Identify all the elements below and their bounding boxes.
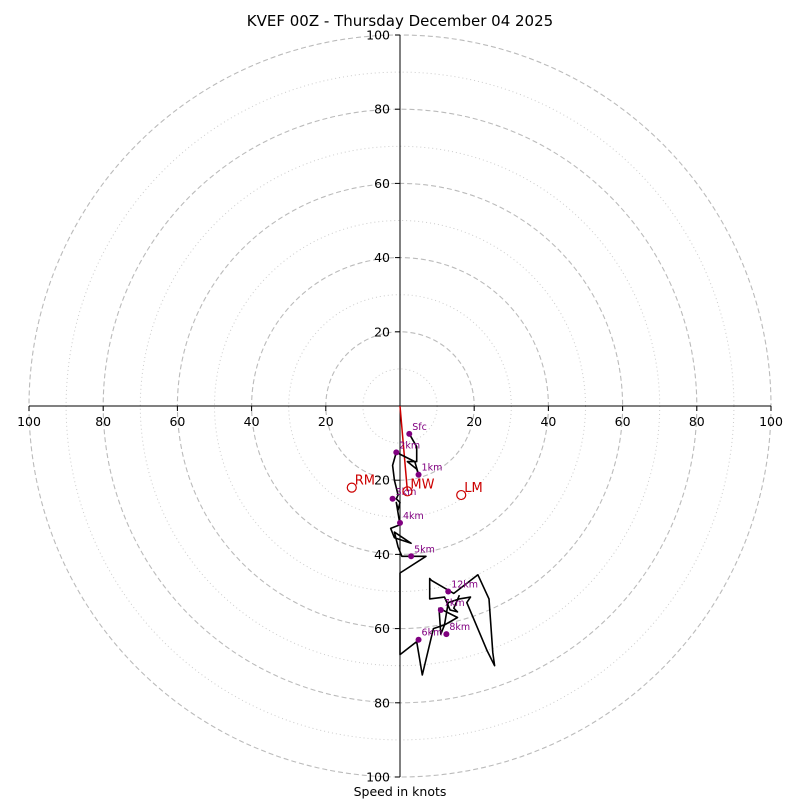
height-label-12km: 12km	[451, 580, 478, 591]
tick-labels: 100 80 60 40 20 20 40 60 80 100 100 80 60 40 20 20 40 60 8…	[17, 28, 783, 785]
x-tick-label: 60	[615, 414, 631, 429]
height-marker-2km	[393, 449, 400, 456]
shear-vector-line	[399, 405, 409, 492]
y-tick-label: 60	[374, 176, 390, 191]
height-label-8km: 8km	[449, 622, 470, 633]
y-tick-label: 80	[374, 695, 390, 710]
x-tick-label: 40	[244, 414, 260, 429]
y-tick-label: 20	[374, 473, 390, 488]
x-tick-label: 40	[540, 414, 556, 429]
height-marker-1km	[415, 471, 422, 478]
motion-marker-MW	[402, 486, 413, 497]
height-label-4km: 4km	[403, 511, 424, 522]
height-marker-4km	[397, 519, 403, 526]
height-label-7km: 7km	[444, 598, 465, 609]
y-tick-label: 20	[374, 324, 390, 339]
x-tick-label: 100	[759, 414, 783, 429]
height-label-Sfc: Sfc	[412, 422, 427, 433]
x-tick-label: 20	[466, 414, 482, 429]
height-marker-7km	[437, 607, 444, 614]
x-tick-label: 60	[169, 414, 185, 429]
y-tick-label: 100	[366, 28, 390, 43]
height-label-5km: 5km	[414, 544, 435, 555]
height-marker-3km	[389, 495, 396, 502]
height-marker-5km	[408, 553, 415, 560]
motion-label-RM: RM	[355, 474, 375, 489]
height-marker-6km	[415, 636, 422, 643]
chart-title: KVEF 00Z - Thursday December 04 2025	[247, 12, 553, 30]
height-marker-8km	[443, 631, 450, 638]
height-label-3km: 3km	[396, 487, 417, 498]
height-markers: Sfc 1km 2km 3km 4km 5km 6km 7km 8km 12km	[389, 422, 478, 643]
height-label-6km: 6km	[422, 628, 443, 639]
motion-marker-LM	[456, 489, 467, 501]
hodograph-trace	[389, 433, 496, 676]
motion-marker-RM	[346, 482, 357, 493]
y-tick-label: 40	[374, 547, 390, 562]
motion-label-MW: MW	[410, 477, 434, 492]
x-tick-label: 80	[689, 414, 705, 429]
motion-label-LM: LM	[464, 481, 482, 496]
height-marker-Sfc	[406, 430, 413, 437]
hodograph-trace-layer	[389, 405, 496, 676]
y-tick-label: 40	[374, 250, 390, 265]
x-axis-label: Speed in knots	[354, 784, 447, 799]
storm-motions: RM LM MW	[346, 474, 483, 501]
height-label-2km: 2km	[399, 440, 420, 451]
x-tick-label: 80	[95, 414, 111, 429]
y-tick-label: 80	[374, 102, 390, 117]
x-tick-label: 100	[17, 414, 41, 429]
x-tick-label: 20	[318, 414, 334, 429]
y-tick-label: 60	[374, 621, 390, 636]
height-marker-12km	[445, 588, 452, 595]
height-label-1km: 1km	[422, 463, 443, 474]
y-tick-label: 100	[366, 770, 390, 785]
